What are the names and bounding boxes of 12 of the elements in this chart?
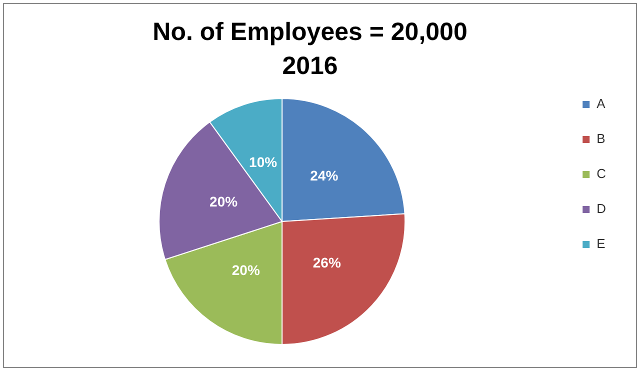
legend-label: C <box>596 166 606 182</box>
legend-label: D <box>596 201 606 216</box>
legend-label: E <box>596 236 606 252</box>
chart-subtitle: 2016 <box>282 52 338 80</box>
data-label: 20% <box>210 193 238 210</box>
data-label: 26% <box>312 254 342 270</box>
chart-title: No. of Employees = 20,000 <box>152 18 468 46</box>
legend-label: A <box>596 96 606 112</box>
data-label: 24% <box>310 168 339 184</box>
data-label: 20% <box>232 262 260 278</box>
data-label: 10% <box>249 154 278 170</box>
legend-label: B <box>596 131 606 146</box>
